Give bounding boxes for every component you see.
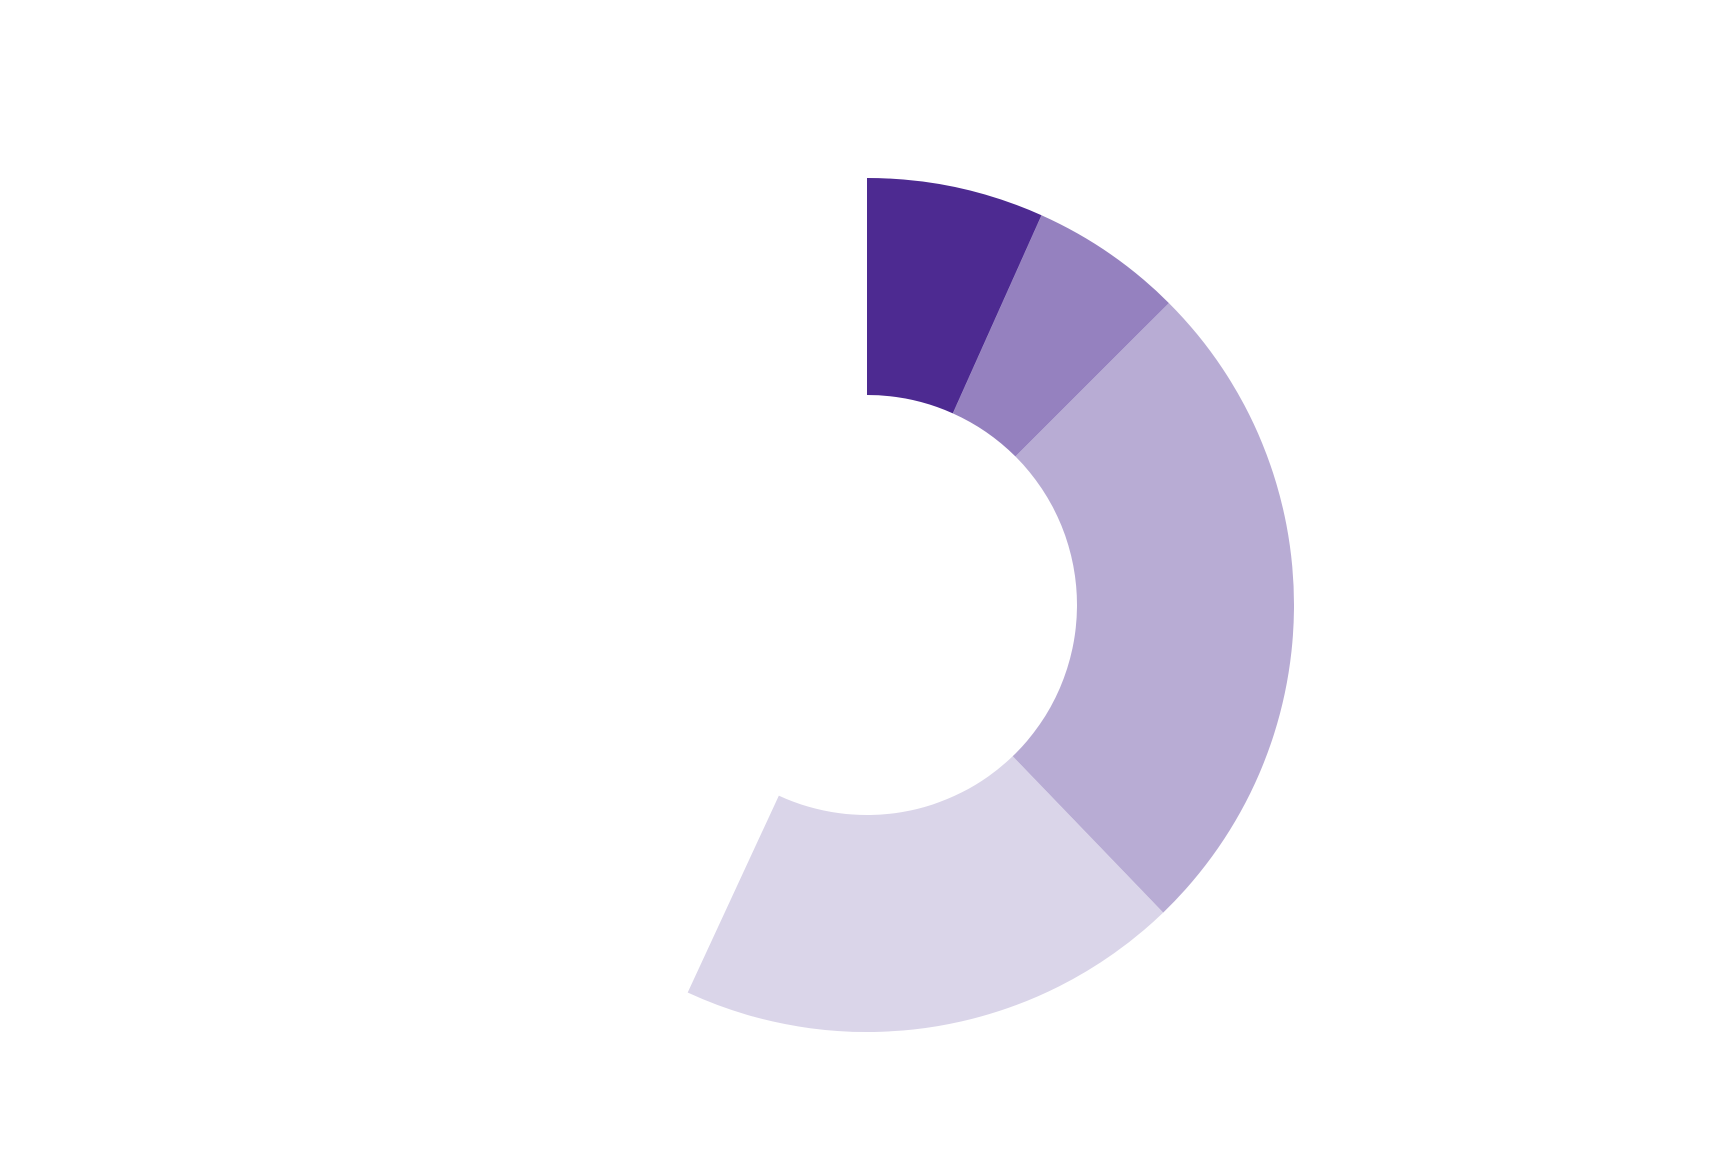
donut-segment [867, 178, 1042, 414]
donut-segment [1012, 303, 1294, 913]
donut-segment [440, 178, 867, 993]
donut-segment [952, 215, 1169, 457]
donut-segment [687, 756, 1164, 1032]
